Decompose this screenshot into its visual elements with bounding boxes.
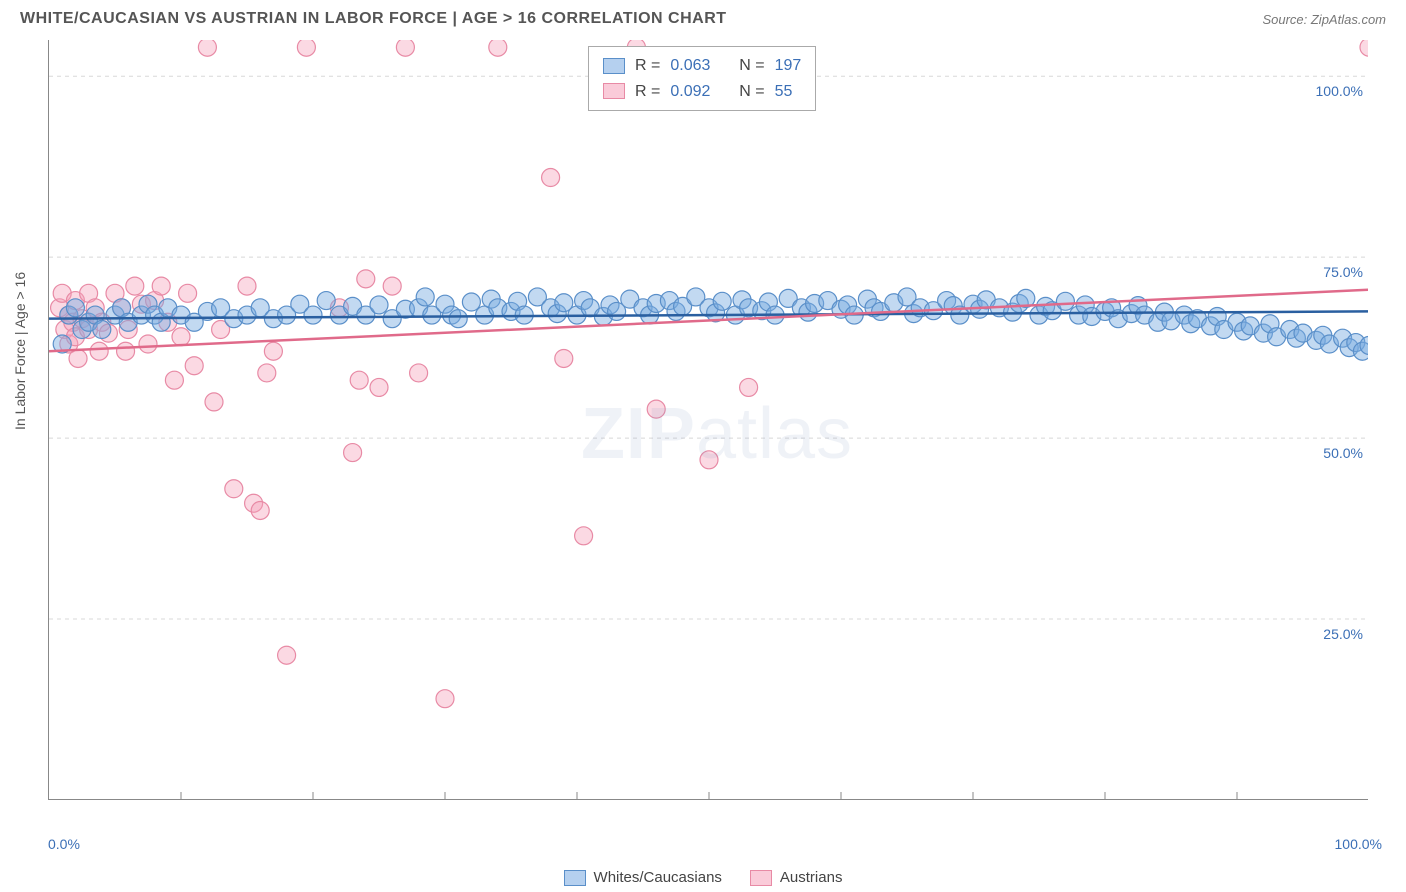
source-label: Source: ZipAtlas.com (1262, 12, 1386, 27)
stats-row-pink: R = 0.092 N = 55 (603, 79, 801, 105)
chart-area: 25.0%50.0%75.0%100.0% ZIPatlas R = 0.063… (48, 40, 1386, 820)
scatter-plot: 25.0% 50.0% 75.0% 100.0% (48, 40, 1368, 800)
swatch-pink (603, 83, 625, 99)
swatch-blue (603, 58, 625, 74)
y-axis-label: In Labor Force | Age > 16 (12, 272, 28, 430)
stats-row-blue: R = 0.063 N = 197 (603, 53, 801, 79)
x-axis-start: 0.0% (48, 836, 80, 852)
swatch-blue-icon (564, 870, 586, 886)
svg-text:25.0%: 25.0% (1323, 626, 1363, 642)
stats-legend-box: R = 0.063 N = 197 R = 0.092 N = 55 (588, 46, 816, 111)
swatch-pink-icon (750, 870, 772, 886)
x-axis-end: 100.0% (1335, 836, 1382, 852)
legend-item-pink: Austrians (750, 869, 843, 886)
svg-text:50.0%: 50.0% (1323, 445, 1363, 461)
chart-title: WHITE/CAUCASIAN VS AUSTRIAN IN LABOR FOR… (20, 10, 727, 28)
svg-text:75.0%: 75.0% (1323, 264, 1363, 280)
legend-item-blue: Whites/Caucasians (564, 869, 722, 886)
svg-text:100.0%: 100.0% (1316, 83, 1363, 99)
bottom-legend: Whites/Caucasians Austrians (0, 869, 1406, 886)
